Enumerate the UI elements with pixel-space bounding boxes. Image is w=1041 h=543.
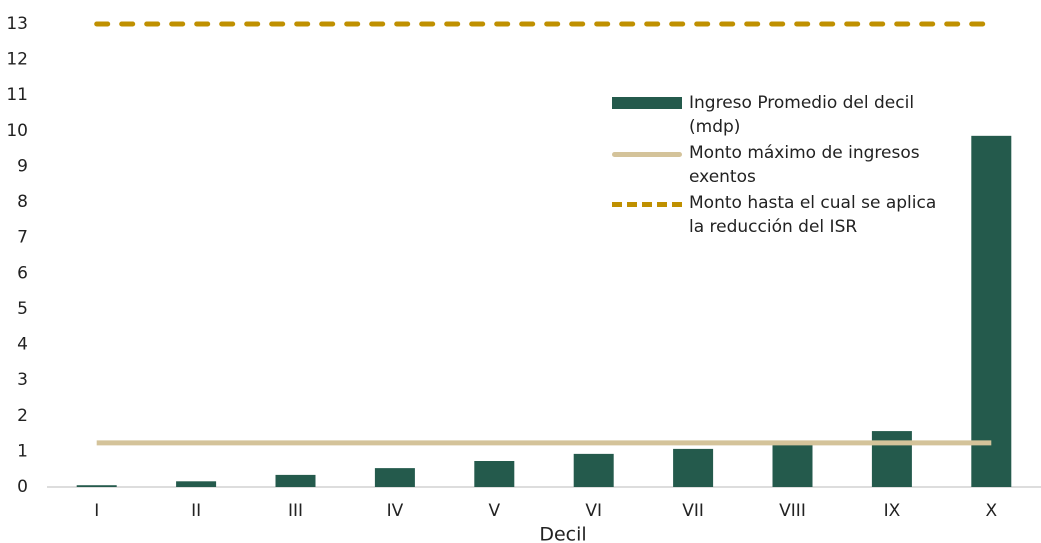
x-tick-label: II: [191, 501, 201, 521]
y-tick-label: 3: [17, 370, 28, 390]
y-tick-label: 11: [6, 85, 28, 105]
legend-swatch: [612, 152, 682, 157]
y-tick-label: 6: [17, 263, 28, 283]
legend-label: Ingreso Promedio del decil (mdp): [689, 93, 915, 137]
y-tick-label: 10: [6, 121, 28, 141]
bar: [76, 485, 117, 487]
y-tick-label: 1: [17, 441, 28, 461]
legend-label: Monto hasta el cual se aplica la reducci…: [689, 193, 937, 237]
bar: [474, 461, 515, 487]
bar: [176, 481, 217, 487]
x-tick-label: V: [488, 501, 500, 521]
y-tick-label: 7: [17, 228, 28, 248]
x-tick-label: IX: [884, 501, 901, 521]
y-tick-label: 8: [17, 192, 28, 212]
bar: [871, 431, 912, 487]
x-tick-label: I: [94, 501, 99, 521]
x-tick-label: VI: [585, 501, 602, 521]
x-tick-label: X: [985, 501, 997, 521]
bar: [374, 468, 415, 487]
x-tick-label: IV: [387, 501, 404, 521]
x-axis-label: Decil: [539, 524, 586, 543]
y-tick-label: 9: [17, 156, 28, 176]
legend-swatch: [612, 202, 682, 207]
bar: [275, 474, 316, 487]
legend-swatch: [612, 97, 682, 109]
bar: [971, 135, 1012, 487]
y-tick-label: 0: [17, 477, 28, 497]
legend-item: Ingreso Promedio del decil (mdp): [612, 91, 942, 139]
bar: [573, 453, 614, 487]
bar: [772, 442, 813, 487]
bar: [673, 448, 714, 487]
legend-item: Monto máximo de ingresos exentos: [612, 141, 942, 189]
x-tick-label: VIII: [779, 501, 806, 521]
x-tick-label: VII: [682, 501, 704, 521]
legend-item: Monto hasta el cual se aplica la reducci…: [612, 191, 942, 239]
y-tick-label: 4: [17, 335, 28, 355]
x-tick-label: III: [288, 501, 303, 521]
y-tick-label: 2: [17, 406, 28, 426]
legend-label: Monto máximo de ingresos exentos: [689, 143, 920, 187]
y-tick-label: 12: [6, 50, 28, 70]
y-tick-label: 13: [6, 14, 28, 34]
y-tick-label: 5: [17, 299, 28, 319]
